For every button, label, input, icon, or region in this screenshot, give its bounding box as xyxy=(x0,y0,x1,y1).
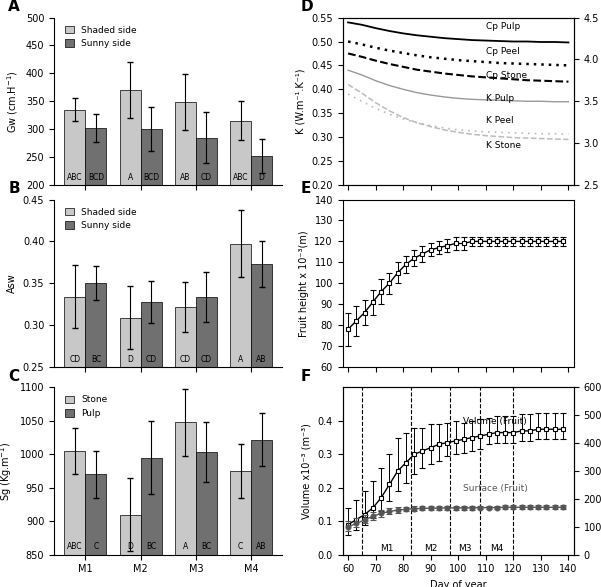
Y-axis label: Sg (Kg.m$^{-1}$): Sg (Kg.m$^{-1}$) xyxy=(0,441,14,501)
Bar xyxy=(230,471,251,587)
Bar xyxy=(141,458,162,587)
Text: M3: M3 xyxy=(459,544,472,553)
Text: CD: CD xyxy=(201,355,212,363)
Text: BC: BC xyxy=(91,355,101,363)
Y-axis label: K (W.m⁻¹.K⁻¹): K (W.m⁻¹.K⁻¹) xyxy=(296,69,306,134)
Text: K Stone: K Stone xyxy=(486,141,521,150)
Y-axis label: Cp × 10⁻³ (J.kg⁻¹.K⁻¹): Cp × 10⁻³ (J.kg⁻¹.K⁻¹) xyxy=(600,49,601,154)
Text: BC: BC xyxy=(146,542,156,551)
Bar xyxy=(175,102,196,296)
Bar xyxy=(64,110,85,296)
Y-axis label: Gw (cm.H$^{-1}$): Gw (cm.H$^{-1}$) xyxy=(5,70,20,133)
Text: A: A xyxy=(127,173,133,181)
Text: ABC: ABC xyxy=(67,542,83,551)
Text: A: A xyxy=(183,542,188,551)
Text: K Peel: K Peel xyxy=(486,116,514,125)
Text: ABC: ABC xyxy=(233,173,248,181)
Bar xyxy=(251,440,272,587)
Text: AB: AB xyxy=(257,542,267,551)
Text: M1: M1 xyxy=(380,544,394,553)
Legend: Shaded side, Sunny side: Shaded side, Sunny side xyxy=(63,24,139,50)
Legend: Stone, Pulp: Stone, Pulp xyxy=(63,394,109,420)
Text: C: C xyxy=(8,369,20,384)
Text: CD: CD xyxy=(180,355,191,363)
Text: D: D xyxy=(127,542,133,551)
Text: BCD: BCD xyxy=(88,173,104,181)
Bar xyxy=(175,306,196,576)
Bar xyxy=(141,302,162,576)
Text: A: A xyxy=(8,0,20,14)
Y-axis label: Fruit height x 10⁻³(m): Fruit height x 10⁻³(m) xyxy=(299,230,309,336)
Bar xyxy=(196,296,217,576)
Text: Cp Peel: Cp Peel xyxy=(486,48,520,56)
Text: M2: M2 xyxy=(424,544,438,553)
Bar xyxy=(196,453,217,587)
Text: BCD: BCD xyxy=(143,173,159,181)
Text: BC: BC xyxy=(201,542,212,551)
Bar xyxy=(141,129,162,296)
Bar xyxy=(120,90,141,296)
Text: A: A xyxy=(238,355,243,363)
Bar xyxy=(230,121,251,296)
Text: CD: CD xyxy=(201,173,212,181)
Text: CD: CD xyxy=(145,355,157,363)
Text: D: D xyxy=(127,355,133,363)
Text: E: E xyxy=(301,181,311,196)
Text: B: B xyxy=(8,181,20,196)
Text: M4: M4 xyxy=(490,544,504,553)
Bar xyxy=(230,244,251,576)
Bar xyxy=(251,264,272,576)
Bar xyxy=(64,296,85,576)
Bar xyxy=(120,515,141,587)
Bar xyxy=(64,451,85,587)
Text: C: C xyxy=(93,542,99,551)
Bar xyxy=(85,474,106,587)
Text: Surface (Fruit): Surface (Fruit) xyxy=(463,484,528,493)
Text: AB: AB xyxy=(180,173,191,181)
Text: C: C xyxy=(238,542,243,551)
Bar xyxy=(85,128,106,296)
Bar xyxy=(196,137,217,296)
Y-axis label: Volume x10⁻³ (m⁻³): Volume x10⁻³ (m⁻³) xyxy=(302,423,312,519)
Text: Cp Stone: Cp Stone xyxy=(486,71,527,80)
Text: ABC: ABC xyxy=(67,173,83,181)
Text: D: D xyxy=(301,0,314,14)
Legend: Shaded side, Sunny side: Shaded side, Sunny side xyxy=(63,206,139,232)
Text: K Pulp: K Pulp xyxy=(486,95,514,103)
Bar xyxy=(120,318,141,576)
X-axis label: Day of year: Day of year xyxy=(430,580,487,587)
Text: D: D xyxy=(258,173,264,181)
Y-axis label: Asw: Asw xyxy=(7,274,17,293)
Text: CD: CD xyxy=(69,355,81,363)
Bar xyxy=(175,422,196,587)
Text: Volume (Fruit): Volume (Fruit) xyxy=(463,417,526,426)
Text: Cp Pulp: Cp Pulp xyxy=(486,22,520,31)
Text: F: F xyxy=(301,369,311,384)
Text: AB: AB xyxy=(257,355,267,363)
Bar xyxy=(85,284,106,576)
Bar xyxy=(251,156,272,296)
